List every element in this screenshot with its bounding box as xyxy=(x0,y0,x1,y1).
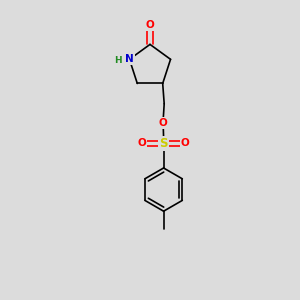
Text: N: N xyxy=(125,54,134,64)
Text: O: O xyxy=(159,118,167,128)
Text: H: H xyxy=(114,56,122,65)
Text: O: O xyxy=(181,138,190,148)
Text: O: O xyxy=(146,20,154,30)
Text: O: O xyxy=(138,138,146,148)
Text: S: S xyxy=(159,136,168,150)
